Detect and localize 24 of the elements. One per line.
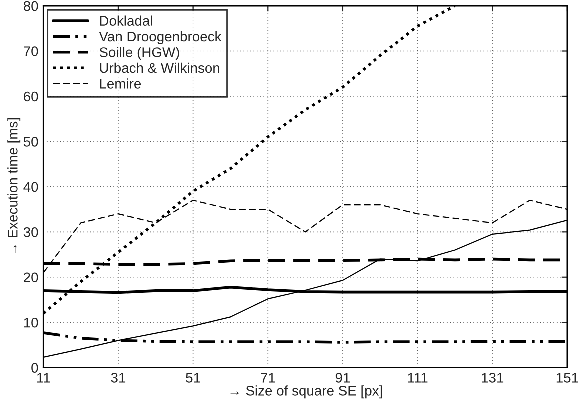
x-tick-label: 11 <box>38 373 50 383</box>
x-tick-label: 71 <box>261 373 276 383</box>
x-tick-label: 151 <box>556 373 578 383</box>
legend-label: Van Droogenbroeck <box>99 31 222 44</box>
x-tick-label: 111 <box>408 373 428 383</box>
y-tick-label: 50 <box>24 137 38 147</box>
y-tick-label: 20 <box>24 272 38 283</box>
legend-label: Urbach & Wilkinson <box>100 62 220 74</box>
legend-label: Soille (HGW) <box>100 47 180 60</box>
y-tick-label: 70 <box>24 46 38 56</box>
legend-label: Lemire <box>100 78 142 89</box>
x-tick-label: 131 <box>482 373 504 383</box>
y-axis-title: → Execution time [ms] <box>8 118 21 254</box>
legend-label: Dokladal <box>100 16 152 26</box>
y-tick-label: 0 <box>32 363 38 373</box>
x-tick-label: 91 <box>336 373 350 383</box>
y-tick-label: 80 <box>24 1 38 12</box>
x-tick-label: 31 <box>111 373 126 383</box>
y-tick-label: 40 <box>24 182 38 192</box>
y-tick-label: 30 <box>24 227 38 238</box>
x-axis-title: → Size of square SE [px] <box>230 386 382 399</box>
y-tick-label: 10 <box>24 318 38 328</box>
y-tick-label: 60 <box>24 92 38 102</box>
x-tick-label: 51 <box>186 373 200 383</box>
